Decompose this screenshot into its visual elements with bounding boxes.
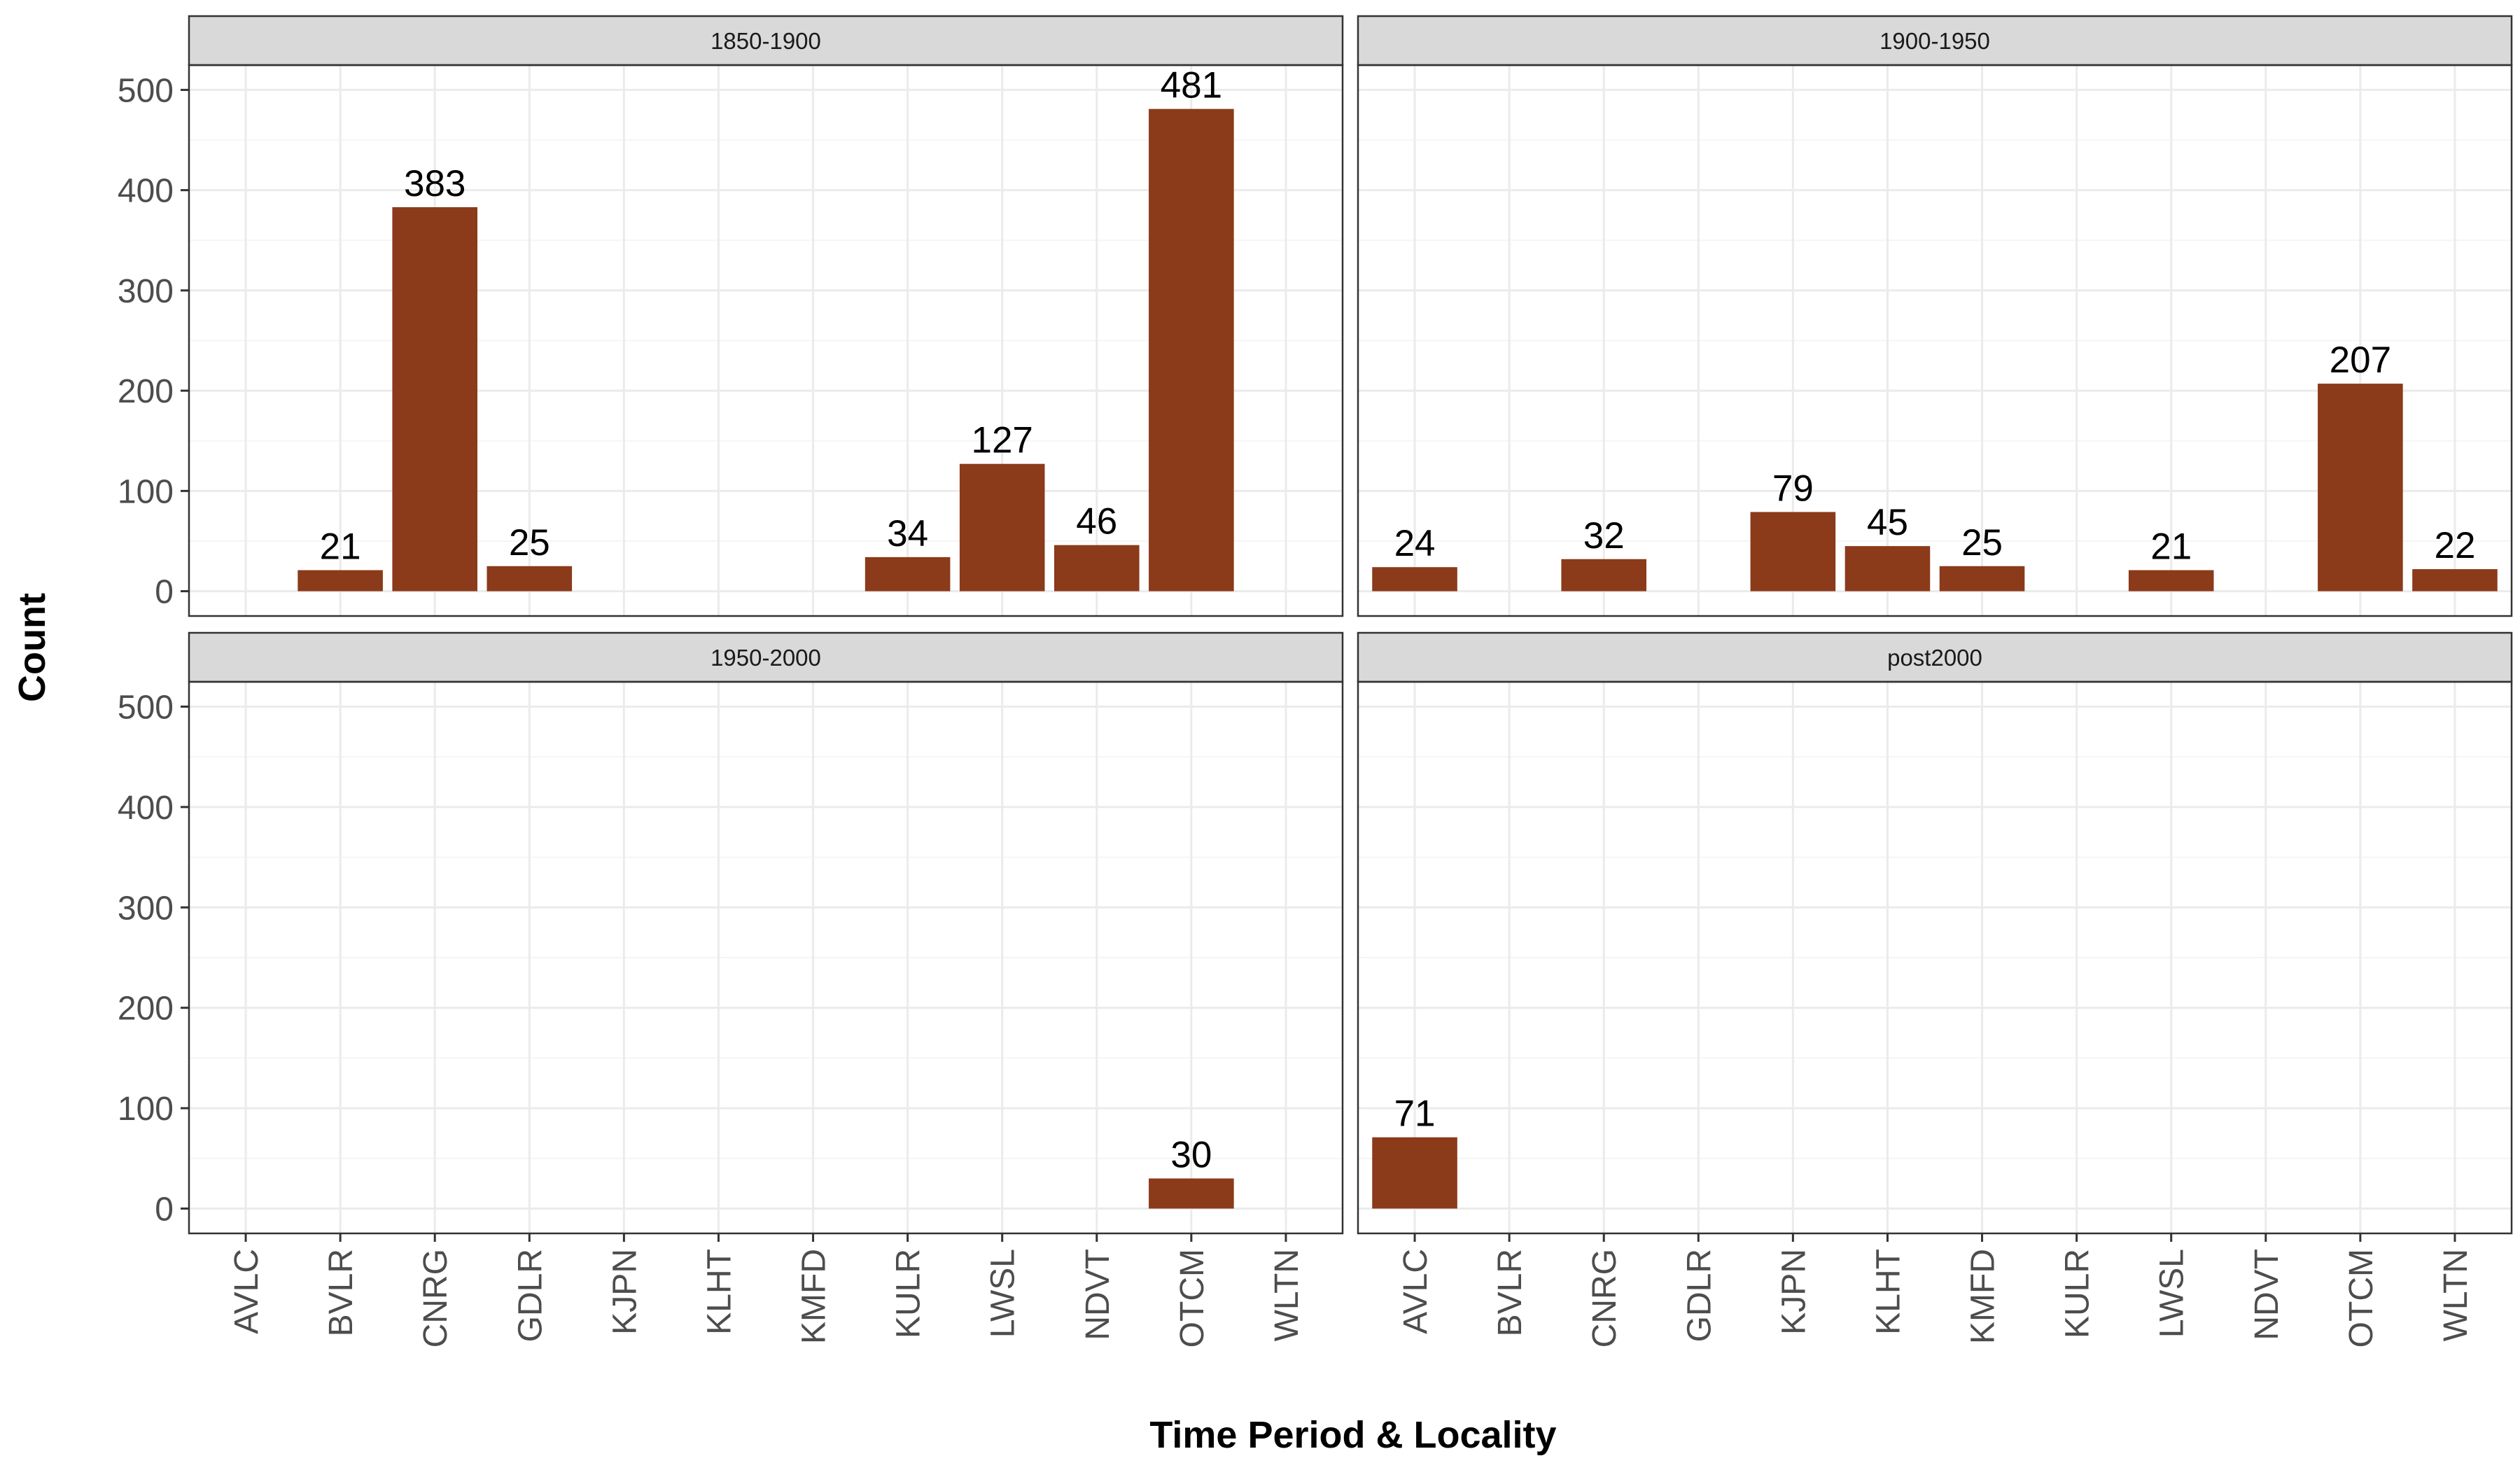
bar-label-1900-1950-KMFD: 25 <box>1961 522 2003 564</box>
x-tick-label-KJPN: KJPN <box>1775 1249 1812 1335</box>
bar-1900-1950-KJPN <box>1750 512 1836 592</box>
bar-1900-1950-KLHT <box>1844 546 1931 592</box>
panel-4-strip <box>1357 631 2513 683</box>
x-tick-label-KLHT: KLHT <box>1870 1249 1907 1335</box>
bar-1850-1900-LWSL <box>959 463 1045 592</box>
x-tick-label-GDLR: GDLR <box>512 1249 549 1342</box>
x-tick-label-KULR: KULR <box>890 1249 927 1338</box>
panel-3-strip <box>188 631 1344 683</box>
panel-3-border <box>188 680 1344 1235</box>
y-tick-label: 0 <box>155 1191 174 1228</box>
panel-4-strip-label: post2000 <box>1887 645 1982 671</box>
bar-label-1900-1950-LWSL: 21 <box>2150 526 2192 568</box>
bar-1900-1950-CNRG <box>1561 559 1646 592</box>
y-tick-label: 200 <box>118 990 174 1028</box>
x-tick-label-KMFD: KMFD <box>796 1249 833 1344</box>
panel-4: 71 post2000 <box>1357 631 2513 1235</box>
bar-label-1900-1950-OTCM: 207 <box>2330 340 2391 381</box>
bar-1900-1950-OTCM <box>2318 384 2403 592</box>
bar-1850-1900-CNRG <box>392 206 477 592</box>
bar-1850-1900-OTCM <box>1149 108 1234 592</box>
bar-label-1950-2000-OTCM: 30 <box>1170 1135 1212 1176</box>
panel-2-border <box>1357 64 2513 617</box>
bar-1900-1950-WLTN <box>2412 569 2498 592</box>
x-tick-label-AVLC: AVLC <box>228 1249 265 1334</box>
panel-1-strip <box>188 15 1344 66</box>
x-tick-label-CNRG: CNRG <box>417 1249 454 1348</box>
x-tick-label-OTCM: OTCM <box>2343 1249 2380 1348</box>
bar-label-1900-1950-WLTN: 22 <box>2434 525 2475 566</box>
bar-label-1850-1900-NDVT: 46 <box>1076 501 1117 542</box>
panel-3-strip-label: 1950-2000 <box>710 645 821 671</box>
bar-1900-1950-KMFD <box>1939 566 2025 592</box>
x-tick-label-OTCM: OTCM <box>1174 1249 1211 1348</box>
x-tick-label-BVLR: BVLR <box>1492 1249 1529 1336</box>
bar-post2000-AVLC <box>1372 1137 1457 1209</box>
panel-2-strip <box>1357 15 2513 66</box>
x-tick-label-KULR: KULR <box>2059 1249 2096 1338</box>
bar-1850-1900-BVLR <box>298 570 383 592</box>
bar-label-1900-1950-KLHT: 45 <box>1867 502 1908 543</box>
x-tick-label-LWSL: LWSL <box>985 1249 1022 1338</box>
panel-2-strip-label: 1900-1950 <box>1879 28 1990 54</box>
bar-1850-1900-GDLR <box>486 566 573 592</box>
bar-label-1900-1950-AVLC: 24 <box>1394 523 1436 564</box>
panels: 21 383 25 34 127 46 481 1850-1900 24 32 79 45 25 21 20… <box>188 15 2513 1235</box>
bar-label-post2000-AVLC: 71 <box>1394 1093 1436 1135</box>
panel-1-border <box>188 64 1344 617</box>
x-tick-label-NDVT: NDVT <box>1079 1249 1116 1340</box>
bar-label-1850-1900-OTCM: 481 <box>1161 65 1222 106</box>
x-tick-label-WLTN: WLTN <box>2437 1249 2474 1341</box>
x-tick-label-CNRG: CNRG <box>1586 1249 1623 1348</box>
y-axis-title: Count <box>11 593 53 702</box>
x-tick-label-KLHT: KLHT <box>701 1249 738 1335</box>
bar-1850-1900-KULR <box>864 556 951 592</box>
panel-1-strip-label: 1850-1900 <box>710 28 821 54</box>
x-tick-label-BVLR: BVLR <box>323 1249 360 1336</box>
bar-1850-1900-NDVT <box>1054 545 1140 592</box>
bar-1900-1950-AVLC <box>1372 567 1457 592</box>
bar-label-1850-1900-BVLR: 21 <box>320 526 361 568</box>
x-tick-label-GDLR: GDLR <box>1681 1249 1718 1342</box>
y-tick-label: 300 <box>118 273 174 310</box>
y-tick-label: 300 <box>118 890 174 927</box>
x-axis-title: Time Period & Locality <box>1149 1414 1556 1456</box>
x-tick-label-WLTN: WLTN <box>1268 1249 1306 1341</box>
bar-label-1850-1900-CNRG: 383 <box>404 163 465 204</box>
y-tick-label: 500 <box>118 689 174 726</box>
x-tick-label-LWSL: LWSL <box>2154 1249 2191 1338</box>
y-tick-label: 0 <box>155 574 174 611</box>
panel-4-border <box>1357 680 2513 1235</box>
bar-label-1850-1900-KULR: 34 <box>887 513 928 554</box>
panel-2: 24 32 79 45 25 21 207 22 1900-1950 <box>1357 15 2513 617</box>
bar-1900-1950-LWSL <box>2128 570 2214 592</box>
x-tick-label-NDVT: NDVT <box>2248 1249 2286 1340</box>
axes: 0 100 200 300 400 500 0 100 200 300 400 500 AVLC BVLR… <box>118 72 2474 1348</box>
y-tick-label: 100 <box>118 473 174 510</box>
y-tick-label: 500 <box>118 72 174 109</box>
x-tick-label-KMFD: KMFD <box>1965 1249 2002 1344</box>
y-tick-label: 200 <box>118 373 174 410</box>
bar-label-1900-1950-CNRG: 32 <box>1583 515 1625 556</box>
x-tick-label-KJPN: KJPN <box>606 1249 643 1335</box>
bar-label-1850-1900-LWSL: 127 <box>971 420 1032 461</box>
bar-label-1900-1950-KJPN: 79 <box>1772 468 1814 509</box>
y-tick-label: 400 <box>118 790 174 827</box>
panel-3: 30 1950-2000 <box>188 631 1344 1235</box>
x-tick-label-AVLC: AVLC <box>1397 1249 1434 1334</box>
bar-label-1850-1900-GDLR: 25 <box>509 522 550 564</box>
bar-1950-2000-OTCM <box>1149 1178 1234 1209</box>
panel-1: 21 383 25 34 127 46 481 1850-1900 <box>188 15 1344 617</box>
y-tick-label: 100 <box>118 1091 174 1128</box>
y-tick-label: 400 <box>118 173 174 210</box>
